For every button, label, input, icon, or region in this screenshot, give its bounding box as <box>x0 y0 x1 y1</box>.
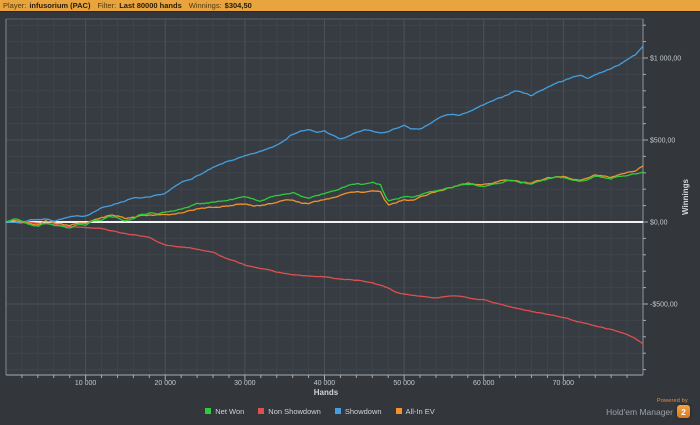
x-tick-label: 10 000 <box>75 380 97 387</box>
legend-swatch-icon <box>395 408 402 414</box>
filter-label: Filter: <box>97 1 117 10</box>
graph-header-bar: Player: infusorium (PAC) Filter: Last 80… <box>0 0 700 12</box>
powered-by-text: Powered by <box>656 398 688 404</box>
series-lines <box>5 45 644 345</box>
x-tick-label: 30 000 <box>234 380 256 387</box>
legend-label: Net Won <box>215 406 245 416</box>
x-tick-label: 20 000 <box>155 380 177 387</box>
legend-item-net-won[interactable]: Net Won <box>205 407 244 416</box>
x-tick-label: 40 000 <box>314 380 336 387</box>
axis-tick-labels: 10 000 20 000 30 000 40 000 50 000 60 000 70 0… <box>75 56 681 388</box>
y-axis-title: Winnings <box>681 178 690 214</box>
y-tick-label: $0,00 <box>650 220 668 227</box>
player-label: Player: <box>3 1 27 10</box>
legend-swatch-icon <box>205 408 212 414</box>
y-tick-label: $500,00 <box>650 138 675 145</box>
legend-label: Non Showdown <box>268 406 321 416</box>
powered-by-footer: Powered by Hold'em Manager 2 <box>606 398 690 418</box>
axis-tick-marks <box>21 24 648 380</box>
winnings-label: Winnings: <box>188 1 222 10</box>
y-tick-label: -$500,00 <box>650 302 678 309</box>
chart-legend: Net Won Non Showdown Showdown All-In EV <box>0 404 640 418</box>
player-value: infusorium (PAC) <box>29 1 91 10</box>
hem2-logo-icon: 2 <box>677 405 690 418</box>
winnings-value: $304,50 <box>224 1 252 10</box>
y-tick-label: $1 000,00 <box>650 56 681 63</box>
legend-item-all-in-ev[interactable]: All-In EV <box>395 406 435 416</box>
legend-item-showdown[interactable]: Showdown <box>334 406 382 416</box>
winnings-chart: 10 000 20 000 30 000 40 000 50 000 60 000 70 0… <box>5 18 690 397</box>
legend-label: All-In EV <box>405 406 435 416</box>
legend-swatch-icon <box>258 408 265 414</box>
brand-name: Hold'em Manager <box>606 406 673 417</box>
x-tick-label: 70 000 <box>553 380 575 387</box>
series-line-non-showdown <box>5 220 644 345</box>
x-tick-label: 50 000 <box>393 380 415 387</box>
series-line-net-won <box>5 171 644 229</box>
series-line-all-in-ev <box>5 165 644 227</box>
legend-swatch-icon <box>334 408 341 414</box>
legend-item-non-showdown[interactable]: Non Showdown <box>258 407 321 416</box>
series-line-showdown <box>5 45 644 224</box>
legend-label: Showdown <box>344 406 382 416</box>
filter-value: Last 80000 hands <box>119 1 182 10</box>
x-tick-label: 60 000 <box>473 380 495 387</box>
x-axis-title: Hands <box>314 388 339 397</box>
